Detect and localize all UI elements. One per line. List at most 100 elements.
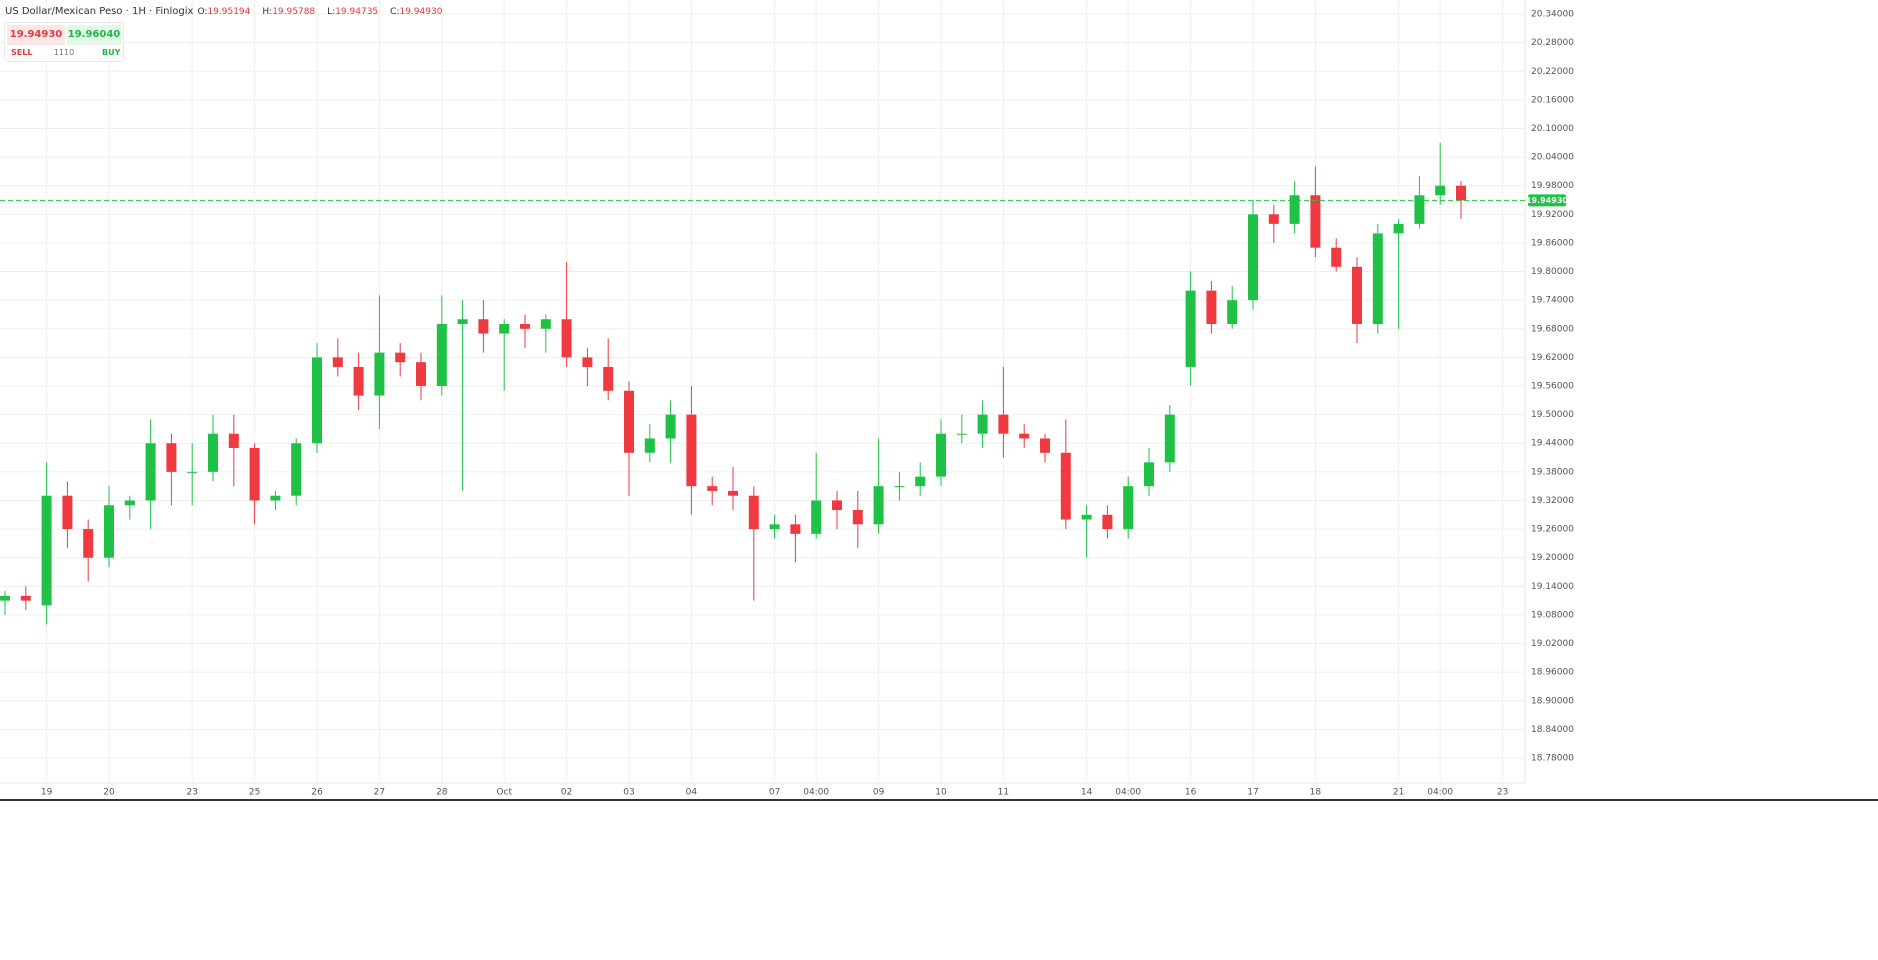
x-tick-label: 03 bbox=[623, 788, 634, 798]
candle-body bbox=[436, 324, 447, 387]
last-price-tag bbox=[1528, 194, 1566, 207]
x-tick-label: 20 bbox=[103, 788, 115, 798]
candle-body bbox=[0, 595, 10, 601]
candle-body bbox=[582, 357, 593, 367]
y-tick-label: 19.32000 bbox=[1531, 496, 1574, 506]
y-tick-label: 20.16000 bbox=[1531, 95, 1574, 105]
candle-body bbox=[603, 366, 614, 391]
x-tick-label: 04:00 bbox=[1427, 788, 1453, 798]
sell-button[interactable]: SELL bbox=[11, 48, 33, 57]
candle-body bbox=[1310, 195, 1321, 248]
candle-body bbox=[187, 471, 198, 473]
x-tick-label: 18 bbox=[1310, 788, 1322, 798]
candle-body bbox=[270, 495, 281, 501]
x-tick-label: 02 bbox=[561, 788, 572, 798]
buy-price[interactable]: 19.96040 bbox=[67, 25, 121, 45]
x-tick-label: 25 bbox=[249, 788, 260, 798]
candle-body bbox=[1414, 195, 1425, 224]
candle-body bbox=[1206, 290, 1217, 325]
candle-body bbox=[332, 357, 343, 367]
candle-body bbox=[291, 443, 302, 496]
buy-button[interactable]: BUY bbox=[102, 48, 121, 57]
candle-body bbox=[395, 352, 406, 363]
ohlc-value: 19.95194 bbox=[207, 7, 251, 17]
candle-body bbox=[249, 448, 260, 501]
candle-body bbox=[1268, 214, 1279, 224]
ohlc-key: C: bbox=[390, 7, 400, 17]
candle-body bbox=[104, 505, 114, 558]
x-tick-label: 19 bbox=[41, 788, 53, 798]
x-tick-label: 09 bbox=[873, 788, 885, 798]
y-tick-label: 19.08000 bbox=[1531, 610, 1574, 620]
candle-body bbox=[915, 476, 926, 487]
y-tick-label: 19.02000 bbox=[1531, 639, 1574, 649]
y-tick-label: 19.44000 bbox=[1531, 439, 1574, 449]
x-tick-label: 10 bbox=[935, 788, 947, 798]
candle-body bbox=[1185, 290, 1196, 367]
x-tick-label: 28 bbox=[436, 788, 448, 798]
candle-body bbox=[561, 319, 572, 358]
y-tick-label: 18.96000 bbox=[1531, 668, 1574, 678]
candle-body bbox=[499, 324, 510, 334]
y-tick-label: 19.68000 bbox=[1531, 324, 1574, 334]
candle-body bbox=[707, 486, 718, 491]
x-tick-label: 04 bbox=[686, 788, 698, 798]
ohlc-value: 19.94930 bbox=[399, 7, 443, 17]
x-tick-label: 11 bbox=[998, 788, 1009, 798]
candle-body bbox=[478, 319, 489, 334]
candle-body bbox=[936, 433, 946, 477]
y-tick-label: 20.34000 bbox=[1531, 10, 1574, 20]
candle-body bbox=[1352, 266, 1362, 325]
candle-body bbox=[624, 390, 634, 453]
x-tick-label: 14 bbox=[1081, 788, 1093, 798]
candle-body bbox=[1393, 223, 1404, 234]
x-tick-label: 04:00 bbox=[803, 788, 829, 798]
candle-body bbox=[1227, 300, 1238, 325]
y-tick-label: 19.74000 bbox=[1531, 296, 1574, 306]
ohlc-key: H: bbox=[262, 7, 273, 17]
ohlc-key: L: bbox=[327, 7, 336, 17]
y-tick-label: 19.50000 bbox=[1531, 410, 1574, 420]
x-tick-label: 17 bbox=[1247, 788, 1258, 798]
x-tick-label: 26 bbox=[311, 788, 323, 798]
candle-body bbox=[1372, 233, 1383, 325]
ohlc-value: 19.95788 bbox=[272, 7, 316, 17]
y-tick-label: 19.38000 bbox=[1531, 467, 1574, 477]
candle-body bbox=[873, 486, 884, 525]
candle-body bbox=[748, 495, 759, 530]
y-tick-label: 20.28000 bbox=[1531, 38, 1574, 48]
candle-body bbox=[1144, 462, 1154, 487]
x-tick-label: 23 bbox=[1497, 788, 1508, 798]
y-tick-label: 19.26000 bbox=[1531, 525, 1574, 535]
candle-body bbox=[832, 500, 842, 511]
candle-body bbox=[124, 500, 135, 506]
sell-price[interactable]: 19.94930 bbox=[7, 25, 65, 45]
y-tick-label: 19.92000 bbox=[1531, 210, 1574, 220]
candle-body bbox=[83, 529, 94, 558]
candle-body bbox=[1248, 214, 1258, 301]
candle-body bbox=[520, 324, 530, 329]
candle-body bbox=[852, 510, 863, 525]
candle-body bbox=[62, 495, 73, 530]
candle-body bbox=[665, 414, 676, 439]
header: US Dollar/Mexican Peso · 1H · Finlogix O:… bbox=[5, 6, 450, 17]
candle-body bbox=[956, 433, 967, 435]
y-tick-label: 19.98000 bbox=[1531, 181, 1574, 191]
candle-body bbox=[1331, 247, 1342, 267]
candle-body bbox=[353, 366, 364, 396]
candle-body bbox=[644, 438, 655, 453]
candle-body bbox=[1123, 486, 1134, 530]
x-tick-label: Oct bbox=[496, 788, 512, 798]
candle-body bbox=[811, 500, 822, 534]
x-tick-label: 23 bbox=[186, 788, 197, 798]
candle-body bbox=[1040, 438, 1050, 453]
quantity[interactable]: 1110 bbox=[53, 48, 75, 57]
y-tick-label: 20.22000 bbox=[1531, 67, 1574, 77]
candle-body bbox=[374, 352, 385, 396]
candle-body bbox=[1060, 452, 1071, 520]
y-tick-label: 19.86000 bbox=[1531, 238, 1574, 248]
y-tick-label: 20.10000 bbox=[1531, 124, 1574, 134]
x-tick-label: 16 bbox=[1185, 788, 1197, 798]
candle-body bbox=[769, 524, 780, 530]
